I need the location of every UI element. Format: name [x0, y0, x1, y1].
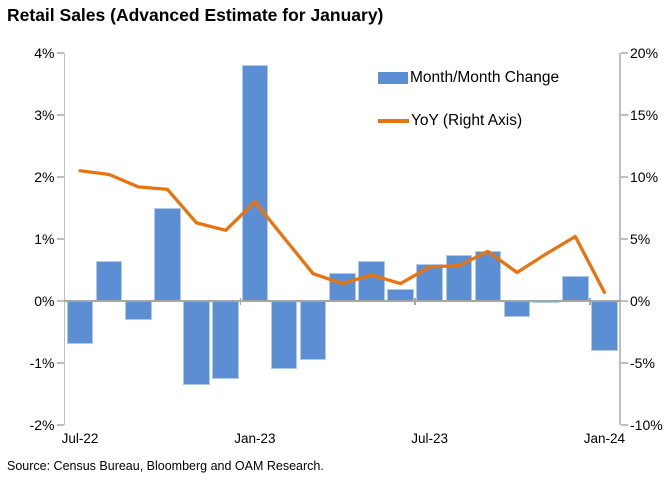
category-axis-tick [589, 298, 591, 305]
mom-bar-May-23 [358, 260, 385, 301]
right-axis-label: 5% [630, 231, 651, 247]
left-axis-tick [56, 52, 64, 54]
left-axis-tick [56, 114, 64, 116]
x-axis-label-Jul-23: Jul-23 [411, 431, 449, 446]
legend-label-yoy: YoY (Right Axis) [411, 112, 523, 129]
right-axis-tick [620, 176, 628, 178]
left-axis-line [63, 53, 65, 425]
left-axis-tick [56, 424, 64, 426]
right-axis-label: 10% [630, 169, 659, 185]
left-axis-label: 3% [34, 107, 55, 123]
right-axis-line [619, 53, 621, 425]
mom-bar-Dec-22 [212, 301, 239, 379]
mom-bar-Feb-23 [270, 301, 298, 370]
right-axis-tick [620, 114, 628, 116]
left-axis-label: 1% [34, 231, 55, 247]
mom-bar-Jan-24 [591, 301, 618, 351]
mom-bar-Aug-22 [95, 260, 123, 301]
mom-bar-Apr-23 [329, 273, 356, 301]
right-axis-label: -5% [630, 355, 655, 371]
category-axis-tick [414, 298, 416, 305]
right-axis-label: -10% [630, 417, 663, 433]
x-axis-label-Jul-22: Jul-22 [61, 431, 99, 446]
legend-item-mom: Month/Month Change [378, 66, 559, 90]
legend-label-mom: Month/Month Change [410, 69, 560, 86]
left-axis-tick [56, 300, 64, 302]
mom-bar-Jan-23 [241, 65, 269, 301]
right-axis-tick [620, 238, 628, 240]
line-swatch-icon [378, 119, 409, 123]
legend-item-yoy: YoY (Right Axis) [378, 109, 559, 133]
category-axis-tick [239, 298, 242, 305]
right-axis-label: 20% [630, 45, 659, 61]
legend: Month/Month Change YoY (Right Axis) [378, 66, 559, 152]
x-axis-label-Jan-23: Jan-23 [234, 431, 276, 446]
left-axis-label: 2% [34, 169, 55, 185]
left-axis-label: 4% [34, 45, 55, 61]
right-axis-label: 0% [630, 293, 651, 309]
x-axis-label-Jan-24: Jan-24 [583, 431, 626, 446]
bar-swatch-icon [378, 72, 408, 84]
left-axis-label: -2% [29, 417, 55, 433]
right-axis-tick [620, 424, 628, 426]
left-axis-tick [56, 176, 64, 178]
chart-title: Retail Sales (Advanced Estimate for Janu… [7, 5, 384, 25]
left-axis-tick [56, 362, 64, 364]
zero-axis-line [63, 300, 621, 302]
right-axis-label: 15% [630, 107, 659, 123]
mom-bar-Dec-23 [562, 276, 589, 301]
left-axis-label: 0% [34, 293, 55, 309]
source-note: Source: Census Bureau, Bloomberg and OAM… [7, 459, 324, 473]
right-axis-tick [620, 300, 628, 302]
right-axis-tick [620, 52, 628, 54]
mom-bar-Mar-23 [299, 301, 327, 360]
left-axis-label: -1% [29, 355, 55, 371]
right-axis-tick [620, 362, 628, 364]
left-axis-tick [56, 238, 64, 240]
